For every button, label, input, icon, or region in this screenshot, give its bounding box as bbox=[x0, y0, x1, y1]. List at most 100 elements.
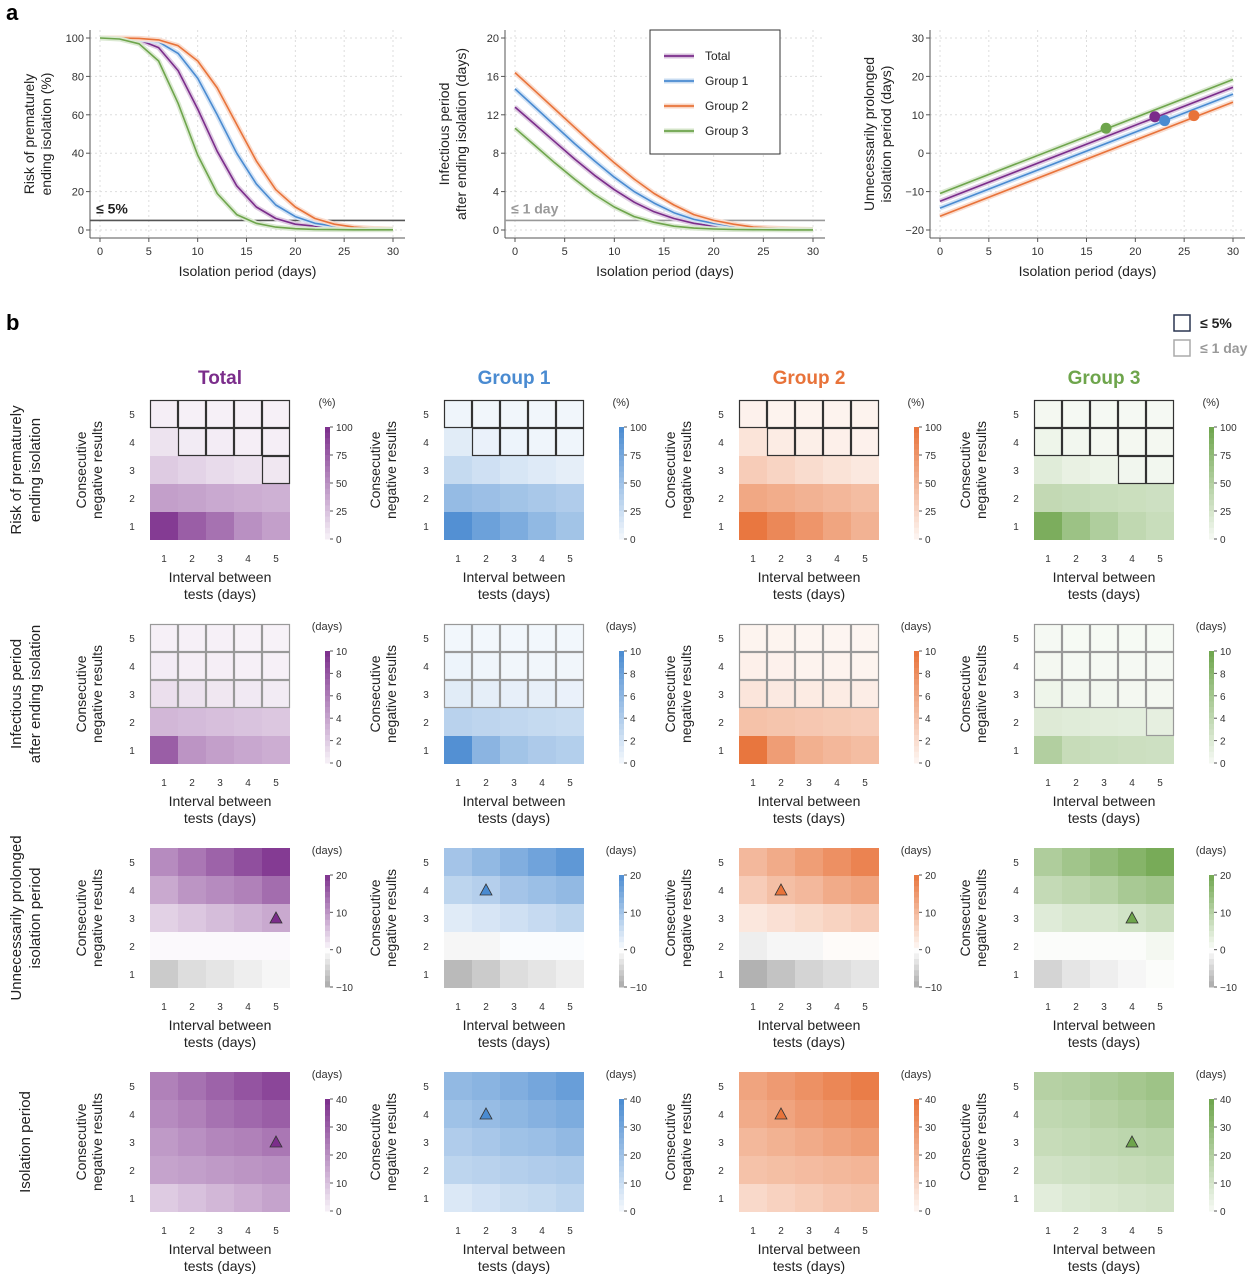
colorbar-tick-label: 0 bbox=[336, 946, 342, 957]
heatmap-cell bbox=[234, 1128, 262, 1156]
colorbar-segment bbox=[619, 712, 624, 719]
colorbar-segment bbox=[325, 449, 330, 456]
heatmap-cell bbox=[1090, 876, 1118, 904]
heatmap-cell bbox=[472, 1128, 500, 1156]
x-tick-label: 10 bbox=[1032, 246, 1044, 258]
y-tick-label: −20 bbox=[905, 225, 924, 237]
colorbar-segment bbox=[914, 1199, 919, 1206]
colorbar-segment bbox=[1209, 1115, 1214, 1122]
heatmap-y-tick-label: 1 bbox=[423, 522, 429, 533]
colorbar-segment bbox=[914, 701, 919, 708]
threshold-outline bbox=[1145, 455, 1175, 485]
colorbar-segment bbox=[619, 751, 624, 758]
threshold-outline bbox=[1033, 399, 1063, 429]
colorbar-segment bbox=[914, 1205, 919, 1212]
heatmap-y-tick-label: 3 bbox=[718, 466, 724, 477]
heatmap-cell bbox=[206, 1156, 234, 1184]
colorbar-segment bbox=[1209, 735, 1214, 742]
colorbar-segment bbox=[914, 1099, 919, 1106]
heatmap-x-title-line2: tests (days) bbox=[1068, 586, 1140, 602]
colorbar-segment bbox=[619, 667, 624, 674]
heatmap-cell bbox=[823, 680, 851, 708]
x-tick-label: 25 bbox=[338, 246, 350, 258]
heatmap-y-tick-label: 2 bbox=[129, 494, 135, 505]
heatmap-cell bbox=[150, 512, 178, 540]
colorbar-unit: (days) bbox=[1196, 1069, 1227, 1081]
colorbar-segment bbox=[325, 1205, 330, 1212]
heatmap-cell bbox=[206, 456, 234, 484]
colorbar-segment bbox=[914, 1143, 919, 1150]
heatmap-cell bbox=[234, 456, 262, 484]
heatmap-cell bbox=[150, 1100, 178, 1128]
heatmap-y-tick-label: 4 bbox=[423, 438, 429, 449]
colorbar-segment bbox=[619, 875, 624, 882]
colorbar-segment bbox=[325, 914, 330, 921]
heatmap-y-title: Consecutivenegative results bbox=[367, 869, 399, 967]
colorbar-segment bbox=[914, 662, 919, 669]
y-tick-label: 40 bbox=[72, 148, 84, 160]
colorbar-segment bbox=[914, 695, 919, 702]
group-title-total: Total bbox=[198, 368, 242, 389]
colorbar-tick-label: 25 bbox=[630, 507, 642, 518]
colorbar-tick-label: 10 bbox=[336, 1179, 348, 1190]
heatmap-cell bbox=[1034, 904, 1062, 932]
threshold-outline bbox=[149, 679, 179, 709]
heatmap-cell bbox=[500, 848, 528, 876]
threshold-outline bbox=[555, 679, 585, 709]
heatmap-y-title-line1: Consecutive bbox=[957, 655, 973, 732]
heatmap-cell bbox=[444, 736, 472, 764]
heatmap-cell bbox=[556, 428, 584, 456]
colorbar-tick-label: 100 bbox=[925, 423, 942, 434]
heatmap-y-tick-label: 1 bbox=[129, 746, 135, 757]
heatmap-cell bbox=[556, 708, 584, 736]
colorbar-segment bbox=[325, 740, 330, 747]
heatmap-cell bbox=[1146, 624, 1174, 652]
colorbar-segment bbox=[619, 443, 624, 450]
heatmap-cell bbox=[1090, 1128, 1118, 1156]
heatmap-cell bbox=[767, 1184, 795, 1212]
heatmap-y-tick-label: 2 bbox=[423, 1166, 429, 1177]
heatmap-cell bbox=[1118, 1184, 1146, 1212]
heatmap-x-title-line1: Interval between bbox=[758, 793, 861, 809]
colorbar-tick-label: 10 bbox=[1220, 1179, 1232, 1190]
threshold-outline bbox=[261, 455, 291, 485]
colorbar-segment bbox=[325, 443, 330, 450]
colorbar-segment bbox=[914, 443, 919, 450]
heatmap-cell bbox=[500, 428, 528, 456]
threshold-outline bbox=[499, 399, 529, 429]
heatmap-cell bbox=[234, 512, 262, 540]
colorbar-segment bbox=[325, 1127, 330, 1134]
heatmap-cell bbox=[1034, 1128, 1062, 1156]
colorbar-tick-label: 0 bbox=[336, 759, 342, 770]
heatmap-x-tick-label: 2 bbox=[483, 554, 489, 565]
colorbar-segment bbox=[1209, 527, 1214, 534]
threshold-outline bbox=[766, 399, 796, 429]
heatmap-cell bbox=[739, 512, 767, 540]
heatmap-x-tick-label: 4 bbox=[1129, 778, 1135, 789]
heatmap-cell bbox=[739, 932, 767, 960]
heatmap-x-tick-label: 2 bbox=[483, 1226, 489, 1237]
threshold-outline bbox=[1089, 679, 1119, 709]
colorbar-segment bbox=[1209, 959, 1214, 966]
heatmap-cell bbox=[1090, 624, 1118, 652]
heatmap-y-title-line2: negative results bbox=[973, 1093, 989, 1191]
heatmap-y-title: Consecutivenegative results bbox=[662, 645, 694, 743]
colorbar-segment bbox=[619, 942, 624, 949]
colorbar-segment bbox=[914, 914, 919, 921]
heatmap-cell bbox=[1062, 624, 1090, 652]
heatmap-cell bbox=[556, 932, 584, 960]
heatmap-cell bbox=[444, 904, 472, 932]
heatmap-x-tick-label: 1 bbox=[455, 778, 461, 789]
colorbar-segment bbox=[914, 903, 919, 910]
heatmap-cell bbox=[1034, 1072, 1062, 1100]
heatmap-cell bbox=[444, 960, 472, 988]
colorbar-unit: (days) bbox=[606, 845, 637, 857]
colorbar-segment bbox=[914, 455, 919, 462]
colorbar-segment bbox=[325, 656, 330, 663]
threshold-outline bbox=[822, 679, 852, 709]
heatmap-cell bbox=[262, 932, 290, 960]
colorbar-tick-label: 40 bbox=[336, 1095, 348, 1106]
heatmap-cell bbox=[1062, 400, 1090, 428]
